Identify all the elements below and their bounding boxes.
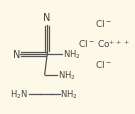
Text: N: N xyxy=(43,13,51,23)
Text: H$_2$N: H$_2$N xyxy=(10,88,28,100)
Text: Co$^{+++}$: Co$^{+++}$ xyxy=(97,38,130,49)
Text: N: N xyxy=(14,50,21,60)
Text: NH$_2$: NH$_2$ xyxy=(58,69,75,81)
Text: NH$_2$: NH$_2$ xyxy=(63,48,80,61)
Text: Cl$^-$: Cl$^-$ xyxy=(78,38,95,49)
Text: NH$_2$: NH$_2$ xyxy=(60,88,78,100)
Text: Cl$^-$: Cl$^-$ xyxy=(95,58,112,69)
Text: Cl$^-$: Cl$^-$ xyxy=(95,18,112,29)
